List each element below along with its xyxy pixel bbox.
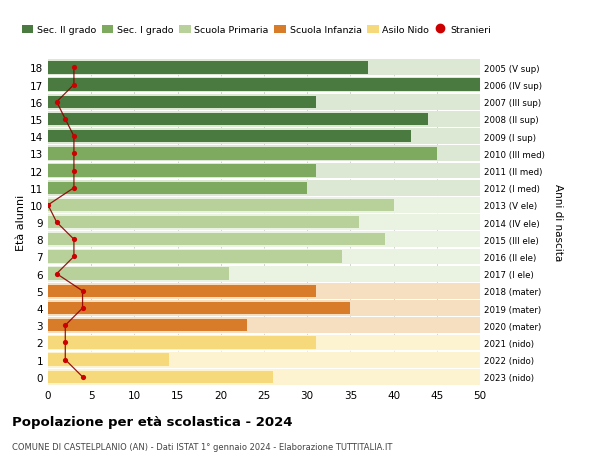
Bar: [48, 319, 247, 332]
Bar: [48, 251, 342, 263]
Legend: Sec. II grado, Sec. I grado, Scuola Primaria, Scuola Infanzia, Asilo Nido, Stran: Sec. II grado, Sec. I grado, Scuola Prim…: [18, 22, 494, 39]
Point: [61, 322, 70, 329]
Point: [52, 270, 61, 278]
Point: [69, 253, 79, 261]
Point: [52, 219, 61, 226]
Bar: [48, 283, 480, 299]
Bar: [48, 182, 307, 195]
Bar: [48, 268, 229, 280]
Text: Popolazione per età scolastica - 2024: Popolazione per età scolastica - 2024: [12, 415, 293, 428]
Point: [52, 99, 61, 106]
Point: [69, 65, 79, 72]
Bar: [48, 336, 316, 349]
Bar: [48, 96, 316, 109]
Point: [69, 82, 79, 89]
Point: [61, 116, 70, 123]
Bar: [48, 302, 350, 314]
Text: COMUNE DI CASTELPLANIO (AN) - Dati ISTAT 1° gennaio 2024 - Elaborazione TUTTITAL: COMUNE DI CASTELPLANIO (AN) - Dati ISTAT…: [12, 442, 392, 451]
Bar: [48, 131, 411, 143]
Point: [78, 287, 88, 295]
Bar: [48, 318, 480, 333]
Bar: [48, 371, 272, 383]
Point: [78, 373, 88, 381]
Bar: [48, 353, 169, 366]
Bar: [48, 234, 385, 246]
Bar: [48, 266, 480, 282]
Bar: [48, 301, 480, 316]
Y-axis label: Età alunni: Età alunni: [16, 195, 26, 251]
Point: [43, 202, 53, 209]
Bar: [48, 335, 480, 351]
Y-axis label: Anni di nascita: Anni di nascita: [553, 184, 563, 261]
Point: [61, 356, 70, 364]
Bar: [48, 112, 480, 128]
Bar: [48, 79, 480, 92]
Point: [69, 151, 79, 158]
Bar: [48, 113, 428, 126]
Bar: [48, 232, 480, 248]
Point: [69, 133, 79, 140]
Point: [69, 185, 79, 192]
Bar: [48, 95, 480, 111]
Bar: [48, 163, 480, 179]
Bar: [48, 165, 316, 177]
Point: [69, 168, 79, 175]
Bar: [48, 217, 359, 229]
Point: [69, 236, 79, 243]
Bar: [48, 352, 480, 368]
Bar: [48, 78, 480, 93]
Bar: [48, 60, 480, 76]
Bar: [48, 197, 480, 213]
Bar: [48, 215, 480, 230]
Bar: [48, 148, 437, 160]
Bar: [48, 180, 480, 196]
Bar: [48, 62, 368, 74]
Bar: [48, 129, 480, 145]
Bar: [48, 369, 480, 385]
Point: [61, 339, 70, 347]
Bar: [48, 285, 316, 297]
Point: [78, 305, 88, 312]
Bar: [48, 249, 480, 265]
Bar: [48, 146, 480, 162]
Bar: [48, 199, 394, 212]
